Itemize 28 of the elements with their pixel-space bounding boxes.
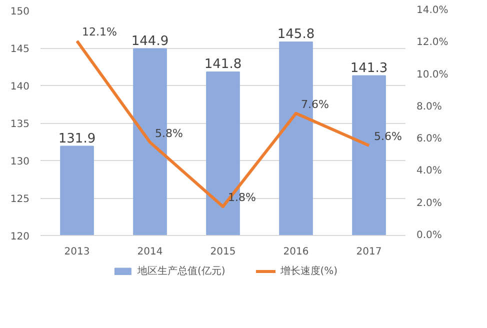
x-tick-label: 2016	[283, 246, 309, 258]
y2-tick-label: 4.0%	[416, 166, 442, 177]
y-tick-label: 135	[10, 119, 30, 130]
y-tick-label: 130	[10, 156, 30, 168]
y2-tick-label: 12.0%	[416, 37, 448, 48]
x-tick-label: 2013	[64, 246, 90, 258]
y2-tick-label: 8.0%	[416, 101, 442, 112]
data-label: 12.1%	[82, 26, 117, 39]
data-label: 141.8	[204, 57, 242, 72]
y-tick-label: 120	[10, 232, 30, 242]
y2-tick-label: 0.0%	[416, 230, 442, 241]
legend-label: 地区生产总值(亿元)	[137, 264, 226, 278]
x-tick-label: 2015	[210, 246, 236, 258]
data-label: 145.8	[277, 27, 315, 42]
y-tick-label: 140	[10, 82, 30, 92]
y-tick-label: 145	[10, 44, 30, 55]
y2-tick-label: 10.0%	[416, 69, 448, 80]
data-label: 131.9	[58, 131, 96, 146]
x-tick-label: 2014	[137, 246, 163, 258]
y-tick-label: 125	[10, 194, 30, 205]
legend-label: 增长速度(%)	[280, 264, 338, 278]
y-tick-label: 150	[10, 6, 30, 18]
y2-tick-label: 2.0%	[416, 198, 442, 209]
y2-tick-label: 6.0%	[416, 134, 442, 145]
y2-tick-label: 14.0%	[416, 5, 448, 16]
x-tick-label: 2017	[356, 246, 382, 258]
data-label: 144.9	[131, 34, 169, 49]
data-label: 141.3	[350, 60, 388, 76]
